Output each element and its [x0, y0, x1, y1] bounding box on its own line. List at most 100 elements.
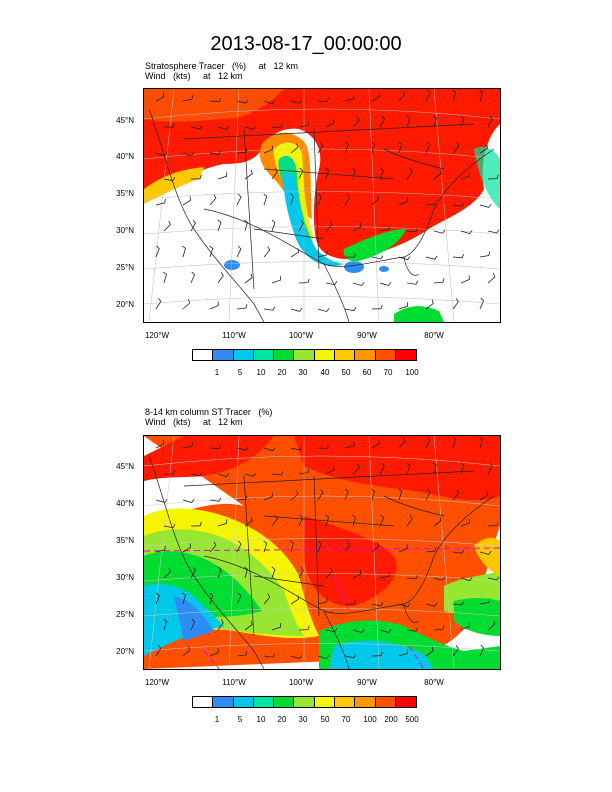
wind-barb: [163, 220, 171, 232]
wind-barb: [406, 627, 419, 632]
wind-barb: [217, 219, 222, 232]
wind-barb: [478, 436, 483, 449]
wind-barb: [155, 297, 162, 310]
wind-barb: [425, 436, 431, 449]
wind-barb: [155, 499, 168, 504]
wind-barb: [460, 115, 465, 128]
wind-barb: [182, 543, 192, 553]
panel-2-lat-label: 40°N: [116, 499, 134, 508]
wind-barb: [263, 145, 273, 154]
panel-2-cb-label: 5: [237, 715, 243, 724]
wind-barb: [290, 655, 303, 659]
wind-barb: [163, 123, 175, 128]
wind-barb: [236, 651, 248, 657]
wind-barb: [406, 115, 411, 128]
wind-barb: [460, 462, 465, 475]
wind-barb: [155, 592, 160, 605]
wind-barb: [406, 168, 413, 180]
wind-barb: [236, 99, 249, 104]
wind-barb: [182, 299, 191, 310]
colorbar-swatch: [335, 350, 356, 360]
wind-barb: [379, 514, 385, 527]
wind-barb: [371, 651, 383, 657]
wind-barb: [398, 488, 403, 501]
wind-barb: [236, 304, 248, 310]
colorbar-swatch: [193, 350, 214, 360]
panel-2-cb-label: 30: [298, 715, 308, 724]
colorbar-swatch: [274, 350, 295, 360]
wind-barb: [209, 541, 217, 553]
colorbar-swatch: [355, 697, 376, 707]
wind-barb: [217, 473, 230, 478]
wind-barb: [298, 468, 310, 475]
wind-barb: [344, 540, 351, 553]
wind-barb: [460, 519, 471, 527]
wind-barb: [244, 125, 257, 130]
colorbar-swatch: [193, 697, 214, 707]
colorbar-swatch: [375, 697, 396, 707]
wind-barb: [406, 227, 419, 233]
wind-barb: [398, 437, 406, 449]
wind-barb: [209, 150, 222, 155]
wind-barb: [325, 567, 333, 579]
wind-barb: [487, 462, 493, 475]
wind-barb: [317, 444, 329, 449]
wind-barb: [182, 245, 186, 258]
wind-barb: [244, 516, 253, 527]
wind-barb: [479, 644, 485, 657]
panel-1-lat-label: 30°N: [116, 226, 134, 235]
wind-barb: [452, 89, 457, 102]
wind-barb: [379, 282, 392, 286]
wind-barb: [290, 308, 303, 312]
panel-2-cb-label: 70: [341, 715, 351, 724]
panel-1-lat-label: 45°N: [116, 116, 134, 125]
panel-2-lon-label: 120°W: [144, 678, 170, 687]
wind-barb: [398, 649, 409, 657]
wind-barb: [317, 250, 328, 258]
panel-2-lon-label: 90°W: [357, 678, 377, 687]
wind-barb: [190, 472, 203, 477]
panel-2-lon-label: 80°W: [424, 678, 444, 687]
wind-barb: [487, 229, 500, 234]
wind-barb: [352, 282, 365, 287]
wind-barb: [244, 273, 253, 284]
wind-barb: [452, 436, 457, 449]
wind-barb: [317, 540, 322, 553]
wind-barb: [271, 566, 276, 579]
wind-barb: [298, 278, 310, 284]
wind-barb: [406, 462, 411, 475]
wind-barb: [317, 655, 330, 660]
panel-1-lon-label: 90°W: [357, 331, 377, 340]
wind-barb: [344, 94, 355, 102]
wind-barb: [487, 174, 499, 180]
wind-barb: [271, 276, 282, 284]
panel-1-cb-label: 1: [214, 368, 220, 377]
wind-barb: [371, 542, 380, 553]
wind-barb: [263, 593, 271, 605]
colorbar-swatch: [395, 697, 417, 707]
wind-barb: [263, 540, 268, 553]
wind-barb: [271, 124, 284, 129]
panel-1-cb-label: 30: [298, 368, 308, 377]
wind-barb: [425, 602, 438, 607]
wind-barb: [163, 470, 175, 475]
wind-barb: [298, 566, 304, 579]
colorbar-swatch: [314, 350, 336, 360]
wind-barb: [163, 177, 176, 182]
panel-2-lat-label: 45°N: [116, 462, 134, 471]
wind-barb: [317, 97, 329, 102]
wind-barb: [209, 301, 219, 310]
wind-barb: [406, 515, 413, 527]
colorbar-swatch: [253, 350, 275, 360]
wind-barb: [398, 197, 408, 206]
wind-barb: [298, 167, 304, 180]
wind-barb: [452, 254, 465, 259]
panel-1-lon-label: 110°W: [222, 331, 246, 340]
wind-barb: [298, 625, 310, 631]
panel-2-lon-label: 110°W: [222, 678, 246, 687]
wind-barb: [433, 278, 445, 284]
colorbar-swatch: [314, 697, 336, 707]
wind-barb: [479, 251, 491, 258]
wind-barb: [371, 602, 384, 607]
wind-barb: [163, 271, 167, 284]
